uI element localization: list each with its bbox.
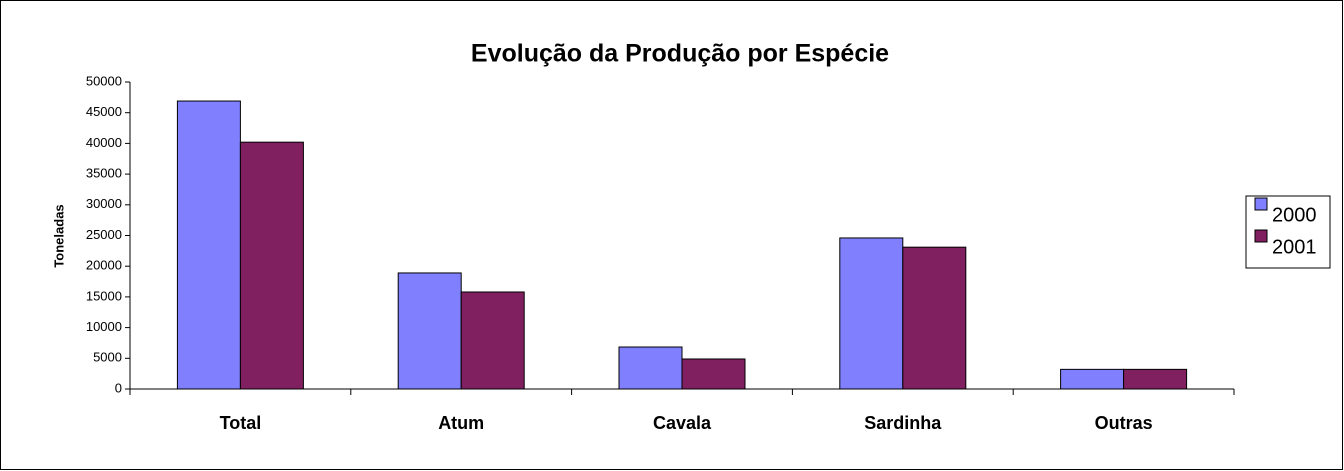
chart-title: Evolução da Produção por Espécie xyxy=(471,40,889,68)
y-tick-label: 0 xyxy=(115,380,122,395)
y-tick-label: 20000 xyxy=(86,258,122,273)
x-tick-label: Sardinha xyxy=(864,413,942,433)
bar xyxy=(839,237,904,390)
bar xyxy=(1060,368,1125,390)
bar xyxy=(681,358,746,390)
bar xyxy=(902,246,967,390)
bar xyxy=(1123,368,1188,390)
legend-swatch xyxy=(1254,229,1268,243)
y-tick-label: 10000 xyxy=(86,319,122,334)
y-tick-label: 50000 xyxy=(86,73,122,88)
y-tick-label: 15000 xyxy=(86,288,122,303)
y-axis-label: Toneladas xyxy=(51,204,66,267)
y-tick-label: 40000 xyxy=(86,135,122,150)
bar xyxy=(397,272,462,390)
bar xyxy=(460,291,525,390)
legend-label: 2001 xyxy=(1272,236,1317,258)
x-tick-label: Atum xyxy=(438,413,484,433)
y-tick-label: 45000 xyxy=(86,104,122,119)
legend-swatch xyxy=(1254,197,1268,211)
y-tick-label: 30000 xyxy=(86,196,122,211)
x-tick-label: Outras xyxy=(1095,413,1153,433)
x-tick-label: Cavala xyxy=(653,413,712,433)
bar xyxy=(239,141,304,390)
x-tick-label: Total xyxy=(220,413,262,433)
bar xyxy=(176,100,241,390)
y-tick-label: 5000 xyxy=(93,350,122,365)
legend-label: 2000 xyxy=(1272,204,1317,226)
y-tick-label: 35000 xyxy=(86,166,122,181)
y-tick-label: 25000 xyxy=(86,227,122,242)
bar xyxy=(618,346,683,390)
